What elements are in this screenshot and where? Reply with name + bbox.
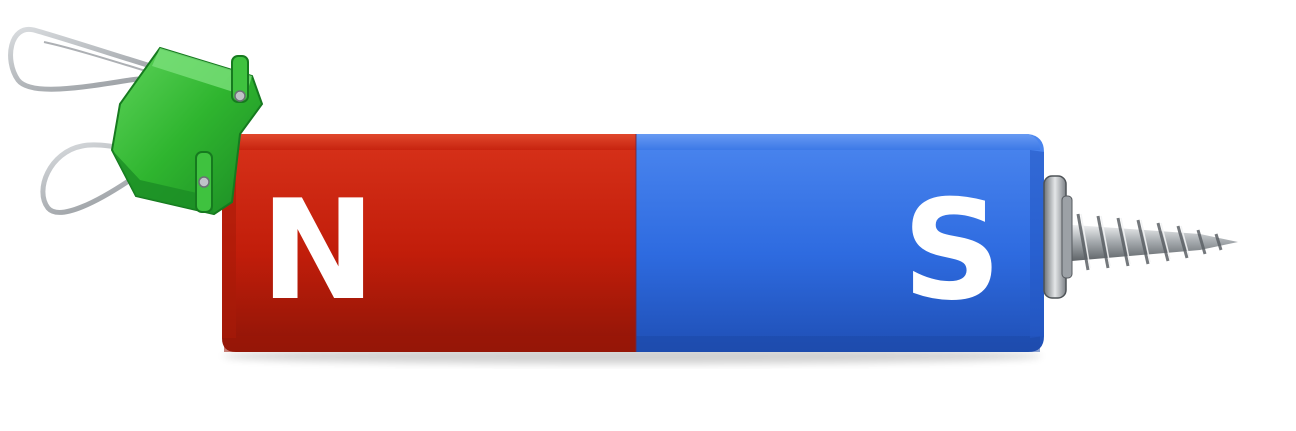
north-pole [222,134,636,352]
screw-icon [1043,175,1238,299]
north-label: N [260,170,376,331]
south-pole [636,134,1044,352]
south-label: S [902,170,1001,331]
bar-magnet: N S [222,134,1044,352]
binder-clip-icon [8,26,264,216]
